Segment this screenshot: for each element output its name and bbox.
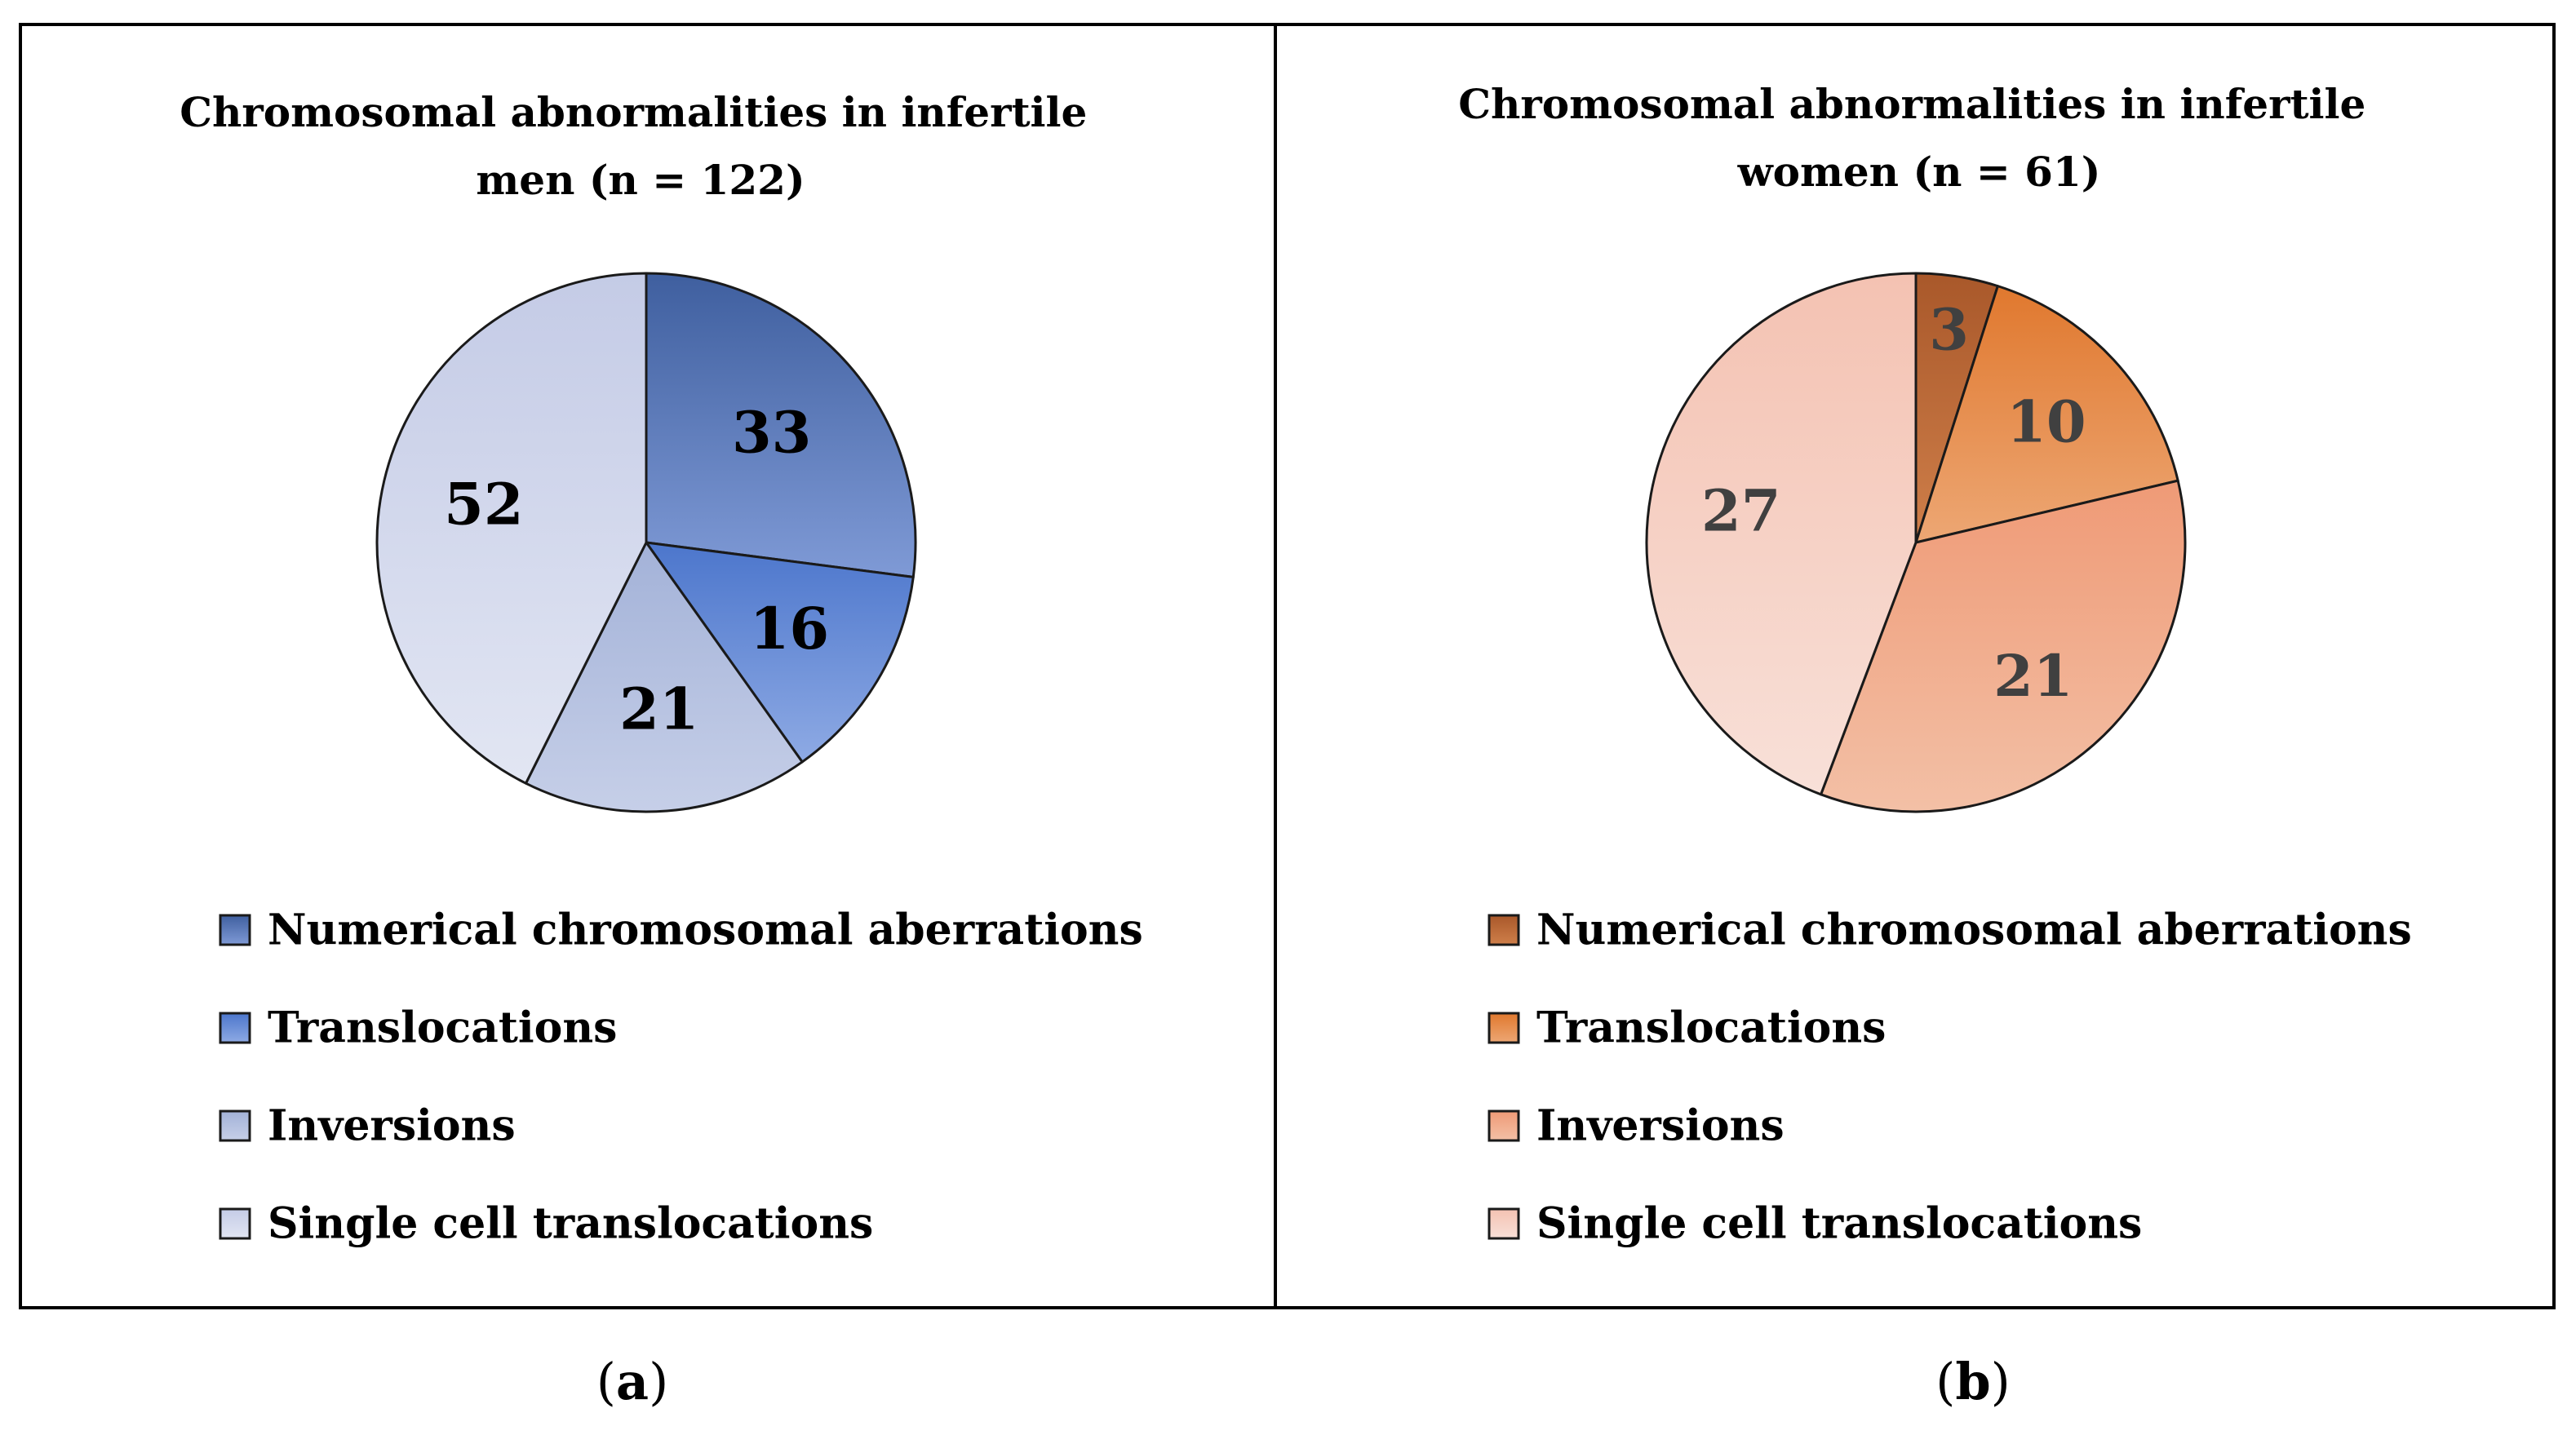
panel-women: Chromosomal abnormalities in infertile w… — [1274, 23, 2556, 1309]
chart-title-women: Chromosomal abnormalities in infertile w… — [1458, 80, 2380, 196]
chart-title-men-line-2: men (n = 122) — [476, 156, 805, 204]
legend-swatch-women-numerical-chromosomal-aberrations — [1488, 914, 1520, 946]
pie-labels-men: 33 16 21 52 — [444, 398, 829, 742]
legend-label-women-single-cell-translocations: Single cell translocations — [1536, 1199, 2142, 1249]
pie-slice-women-single-cell-translocations — [1645, 272, 1918, 796]
pie-slice-men-inversions — [524, 541, 804, 813]
panel-label-a-letter: a — [616, 1352, 649, 1411]
legend-swatch-women-inversions — [1488, 1109, 1520, 1142]
panel-men: Chromosomal abnormalities in infertile m… — [19, 23, 1277, 1309]
pie-value-label-men-translocations: 16 — [750, 595, 829, 662]
pie-value-label-women-translocations: 10 — [2006, 388, 2086, 456]
pie-value-label-women-inversions: 21 — [1993, 642, 2073, 710]
panel-label-a: (a) — [596, 1352, 669, 1411]
legend-swatch-men-single-cell-translocations — [219, 1207, 251, 1240]
legend-label-women-translocations: Translocations — [1536, 1003, 1886, 1053]
pie-value-label-men-inversions: 21 — [619, 675, 698, 742]
pie-women — [1645, 272, 2187, 813]
chart-title-men-line-1: Chromosomal abnormalities in infertile — [180, 88, 1087, 136]
chart-title-women-line-2: women (n = 61) — [1737, 148, 2101, 196]
pie-value-label-women-numerical-chromosomal-aberrations: 3 — [1929, 296, 1969, 364]
panel-label-b-letter: b — [1955, 1352, 1990, 1411]
legend-men: Numerical chromosomal aberrations Translo… — [219, 906, 1143, 1249]
panel-label-b: (b) — [1935, 1352, 2011, 1411]
pie-value-label-women-single-cell-translocations: 27 — [1701, 476, 1780, 544]
chart-title-men: Chromosomal abnormalities in infertile m… — [180, 88, 1102, 204]
legend-label-women-numerical-chromosomal-aberrations: Numerical chromosomal aberrations — [1536, 906, 2412, 955]
pie-slice-men-numerical-chromosomal-aberrations — [645, 272, 917, 578]
chart-title-women-line-1: Chromosomal abnormalities in infertile — [1458, 80, 2365, 128]
legend-label-men-single-cell-translocations: Single cell translocations — [268, 1199, 873, 1249]
pie-labels-women: 3 10 21 27 — [1701, 296, 2086, 710]
legend-label-men-inversions: Inversions — [268, 1101, 516, 1151]
legend-women: Numerical chromosomal aberrations Translo… — [1488, 906, 2412, 1249]
pie-slice-women-inversions — [1820, 479, 2187, 813]
pie-slice-men-translocations — [645, 541, 915, 764]
legend-label-women-inversions: Inversions — [1536, 1101, 1785, 1151]
pie-slice-men-single-cell-translocations — [375, 272, 648, 785]
pie-value-label-men-single-cell-translocations: 52 — [444, 471, 523, 538]
legend-swatch-women-translocations — [1488, 1012, 1520, 1044]
legend-swatch-women-single-cell-translocations — [1488, 1207, 1520, 1240]
pie-slice-women-translocations — [1914, 285, 2179, 544]
legend-swatch-men-numerical-chromosomal-aberrations — [219, 914, 251, 946]
pie-value-label-men-numerical-chromosomal-aberrations: 33 — [732, 398, 811, 466]
legend-label-men-numerical-chromosomal-aberrations: Numerical chromosomal aberrations — [268, 906, 1143, 955]
legend-swatch-men-inversions — [219, 1109, 251, 1142]
pie-men — [375, 272, 917, 813]
legend-label-men-translocations: Translocations — [268, 1003, 617, 1053]
legend-swatch-men-translocations — [219, 1012, 251, 1044]
